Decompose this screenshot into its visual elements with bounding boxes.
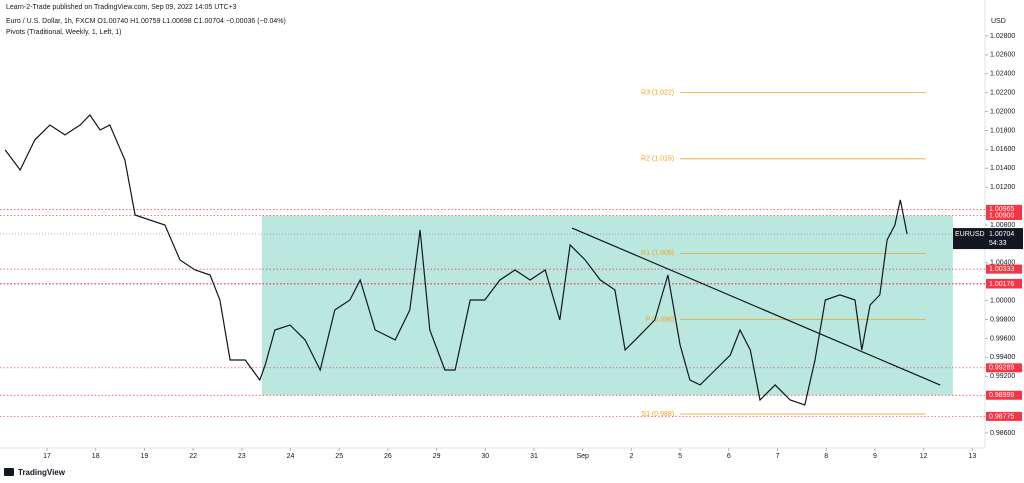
level-tag-label: 0.99289: [989, 365, 1014, 372]
pivot-label: R2 (1.015): [641, 156, 674, 163]
y-tick-label: 1.02200: [990, 89, 1015, 96]
y-tick-label: 1.00000: [990, 297, 1015, 304]
last-price: 1.00704: [989, 231, 1014, 238]
y-tick-label: 1.02000: [990, 108, 1015, 115]
level-tag: [986, 279, 1022, 289]
header: Learn-2-Trade published on TradingView.c…: [6, 4, 237, 11]
y-tick-label: 1.00400: [990, 260, 1015, 267]
level-tag-label: 1.00965: [989, 206, 1014, 213]
x-tick-label: 25: [335, 453, 343, 460]
x-tick-label: 31: [530, 453, 538, 460]
y-tick-label: 1.01800: [990, 127, 1015, 134]
level-tag: [986, 363, 1022, 373]
pivot-label: R1 (1.005): [641, 250, 674, 257]
zone: [261, 215, 953, 396]
y-tick-label: 1.01200: [990, 184, 1015, 191]
y-tick-label: 1.01600: [990, 146, 1015, 153]
subtitle: Pivots (Traditional, Weekly, 1, Left, 1): [6, 29, 121, 36]
level-tag: [986, 204, 1022, 214]
x-tick-label: Sep: [576, 453, 589, 460]
level-tag: [986, 411, 1022, 421]
x-tick-label: 22: [189, 453, 197, 460]
y-tick-label: 0.99400: [990, 354, 1015, 361]
level-tag: [986, 264, 1022, 274]
x-tick-label: 7: [776, 453, 780, 460]
x-tick-label: 12: [920, 453, 928, 460]
x-tick-label: 13: [968, 453, 976, 460]
level-tag-label: 0.98775: [989, 413, 1014, 420]
price-line: [4, 114, 908, 406]
y-tick-label: 1.02800: [990, 33, 1015, 40]
trendline: [571, 227, 941, 386]
x-tick-label: 8: [824, 453, 828, 460]
x-tick-label: 18: [92, 453, 100, 460]
level-tag-label: 1.00333: [989, 266, 1014, 273]
x-tick-label: 23: [238, 453, 246, 460]
y-tick-label: 0.98600: [990, 430, 1015, 437]
level-tag-label: 0.98999: [989, 392, 1014, 399]
y-tick-label: 1.01400: [990, 165, 1015, 172]
pivot-label: P (0.998): [645, 316, 674, 323]
x-tick-label: 19: [141, 453, 149, 460]
x-tick-label: 6: [727, 453, 731, 460]
level-tag: [986, 211, 1022, 221]
x-tick-label: 30: [481, 453, 489, 460]
y-axis-label: USD: [991, 18, 1006, 25]
countdown: 54:33: [989, 240, 1007, 247]
y-tick-label: 1.00800: [990, 222, 1015, 229]
x-tick-label: 29: [433, 453, 441, 460]
last-price-tag: [953, 228, 1023, 250]
y-tick-label: 0.99800: [990, 316, 1015, 323]
y-tick-label: 1.02600: [990, 52, 1015, 59]
x-tick-label: 24: [287, 453, 295, 460]
level-tag-label: 1.00900: [989, 212, 1014, 219]
level-tag: [986, 390, 1022, 400]
y-tick-label: 1.02400: [990, 71, 1015, 78]
footer: TradingView: [18, 468, 66, 477]
x-tick-label: 17: [43, 453, 51, 460]
x-tick-label: 2: [629, 453, 633, 460]
x-tick-label: 5: [678, 453, 682, 460]
x-tick-label: 9: [873, 453, 877, 460]
last-symbol: EURUSD: [955, 231, 985, 238]
logo: [4, 468, 14, 476]
chart-title: Euro / U.S. Dollar, 1h, FXCM O1.00740 H1…: [6, 18, 286, 25]
y-tick-label: 0.99200: [990, 373, 1015, 380]
pivot-label: S1 (0.988): [641, 411, 674, 418]
pivot-label: R3 (1.022): [641, 89, 674, 96]
x-tick-label: 26: [384, 453, 392, 460]
y-tick-label: 0.99600: [990, 335, 1015, 342]
level-tag-label: 1.00176: [989, 281, 1014, 288]
